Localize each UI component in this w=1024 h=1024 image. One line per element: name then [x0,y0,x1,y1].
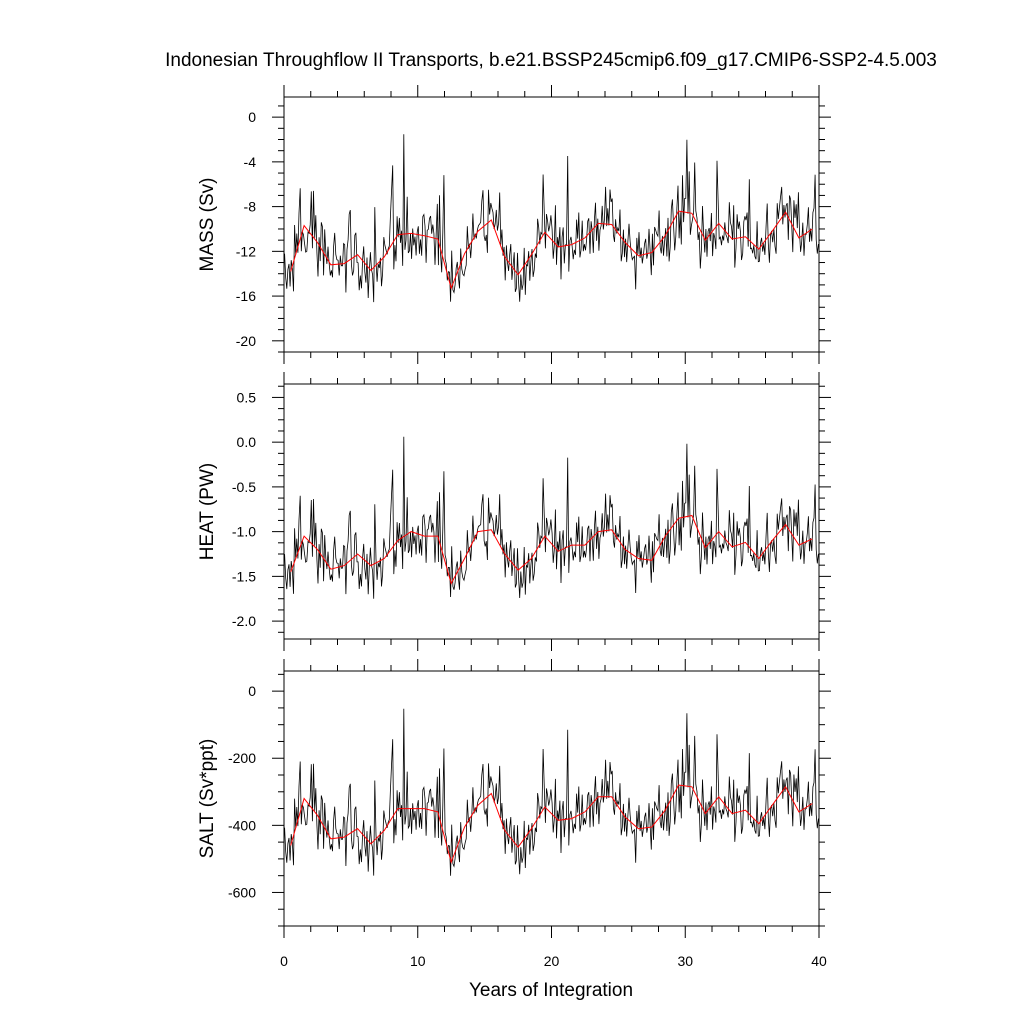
y-tick-label: 0.5 [237,389,257,405]
annual-mean-line [290,514,813,585]
y-tick-label: -1.0 [232,524,256,540]
y-tick-label: -4 [244,154,257,170]
y-tick-label: -400 [228,817,256,833]
y-tick-label: -200 [228,750,256,766]
panels-layer: 0 -4 -8 -12 -16 -20 MASS (Sv) 0.5 0.0 -0.5 -1.0 -1.… [197,85,831,969]
y-tick-label: -2.0 [232,613,256,629]
y-axis-label: MASS (Sv) [197,178,218,272]
x-tick-label: 40 [811,953,827,969]
monthly-series-line [284,134,819,303]
annual-mean-line [290,784,813,864]
y-tick-label: -12 [236,243,256,259]
x-tick-label: 20 [544,953,560,969]
x-axis-label: Years of Integration [469,980,633,1001]
x-tick-label: 0 [280,953,288,969]
x-tick-label: 10 [410,953,426,969]
y-tick-label: -16 [236,288,256,304]
y-tick-label: 0 [248,109,256,125]
y-tick-label: 0.0 [237,434,257,450]
y-axis-label: SALT (Sv*ppt) [197,739,218,859]
y-tick-label: -1.5 [232,568,256,584]
x-tick-label: 30 [677,953,693,969]
panel-1: 0 -4 -8 -12 -16 -20 MASS (Sv) [197,85,831,364]
monthly-series-line [284,436,819,599]
y-tick-label: -0.5 [232,479,256,495]
y-tick-label: -600 [228,884,256,900]
y-tick-label: 0 [248,683,256,699]
monthly-series-line [284,708,819,876]
chart-title: Indonesian Throughflow II Transports, b.… [165,50,937,71]
panel-2: 0.5 0.0 -0.5 -1.0 -1.5 -2.0 HEAT (PW) [197,372,831,651]
panel-3: 0 -200 -400 -600 SALT (Sv*ppt) [197,659,831,938]
plot-frame [283,383,820,640]
annual-mean-line [290,210,813,290]
y-tick-label: -8 [244,199,257,215]
y-tick-label: -20 [236,333,256,349]
y-axis-label: HEAT (PW) [197,463,218,560]
